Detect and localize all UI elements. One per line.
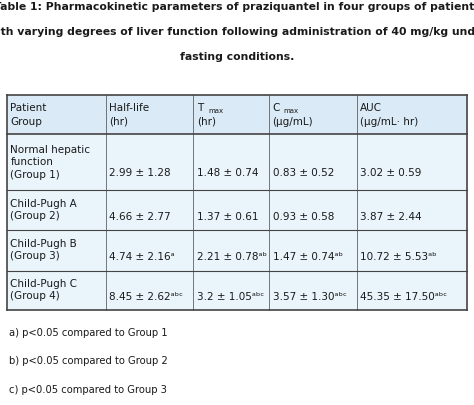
Text: (hr): (hr) xyxy=(109,117,128,127)
Text: T: T xyxy=(197,103,203,113)
Text: 0.93 ± 0.58: 0.93 ± 0.58 xyxy=(273,212,334,222)
Text: (Group 2): (Group 2) xyxy=(10,211,60,221)
Text: (hr): (hr) xyxy=(197,117,216,127)
Text: Half-life: Half-life xyxy=(109,103,149,113)
Text: Normal hepatic: Normal hepatic xyxy=(10,145,91,155)
Text: Group: Group xyxy=(10,117,42,127)
Text: 2.21 ± 0.78ᵃᵇ: 2.21 ± 0.78ᵃᵇ xyxy=(197,252,267,262)
Text: 2.99 ± 1.28: 2.99 ± 1.28 xyxy=(109,168,171,177)
Text: (Group 4): (Group 4) xyxy=(10,291,60,301)
Text: 4.74 ± 2.16ᵃ: 4.74 ± 2.16ᵃ xyxy=(109,252,175,262)
Text: Child-Pugh A: Child-Pugh A xyxy=(10,199,77,209)
Text: 1.47 ± 0.74ᵃᵇ: 1.47 ± 0.74ᵃᵇ xyxy=(273,252,343,262)
Text: (Group 3): (Group 3) xyxy=(10,251,60,261)
Text: (μg/mL): (μg/mL) xyxy=(273,117,313,127)
Text: 3.2 ± 1.05ᵃᵇᶜ: 3.2 ± 1.05ᵃᵇᶜ xyxy=(197,292,264,302)
Text: Child-Pugh B: Child-Pugh B xyxy=(10,239,77,249)
Text: fasting conditions.: fasting conditions. xyxy=(180,52,294,62)
Text: 4.66 ± 2.77: 4.66 ± 2.77 xyxy=(109,212,171,222)
Text: Table 1: Pharmacokinetic parameters of praziquantel in four groups of patients: Table 1: Pharmacokinetic parameters of p… xyxy=(0,2,474,12)
Text: 0.83 ± 0.52: 0.83 ± 0.52 xyxy=(273,168,334,177)
Text: 3.02 ± 0.59: 3.02 ± 0.59 xyxy=(360,168,421,177)
Text: 3.57 ± 1.30ᵃᵇᶜ: 3.57 ± 1.30ᵃᵇᶜ xyxy=(273,292,346,302)
Text: (μg/mL· hr): (μg/mL· hr) xyxy=(360,117,418,127)
Text: Patient: Patient xyxy=(10,103,47,113)
Text: 8.45 ± 2.62ᵃᵇᶜ: 8.45 ± 2.62ᵃᵇᶜ xyxy=(109,292,183,302)
Text: b) p<0.05 compared to Group 2: b) p<0.05 compared to Group 2 xyxy=(9,356,168,367)
Text: AUC: AUC xyxy=(360,103,382,113)
Text: 45.35 ± 17.50ᵃᵇᶜ: 45.35 ± 17.50ᵃᵇᶜ xyxy=(360,292,447,302)
Text: a) p<0.05 compared to Group 1: a) p<0.05 compared to Group 1 xyxy=(9,328,168,338)
Text: function: function xyxy=(10,158,53,167)
Text: (Group 1): (Group 1) xyxy=(10,170,60,180)
Text: max: max xyxy=(283,108,298,114)
Text: max: max xyxy=(208,108,223,114)
Text: C: C xyxy=(273,103,280,113)
Text: 3.87 ± 2.44: 3.87 ± 2.44 xyxy=(360,212,421,222)
Text: with varying degrees of liver function following administration of 40 mg/kg unde: with varying degrees of liver function f… xyxy=(0,27,474,37)
Text: 1.37 ± 0.61: 1.37 ± 0.61 xyxy=(197,212,258,222)
Text: 1.48 ± 0.74: 1.48 ± 0.74 xyxy=(197,168,258,177)
Text: 10.72 ± 5.53ᵃᵇ: 10.72 ± 5.53ᵃᵇ xyxy=(360,252,437,262)
Text: c) p<0.05 compared to Group 3: c) p<0.05 compared to Group 3 xyxy=(9,385,167,395)
Text: Child-Pugh C: Child-Pugh C xyxy=(10,279,77,289)
